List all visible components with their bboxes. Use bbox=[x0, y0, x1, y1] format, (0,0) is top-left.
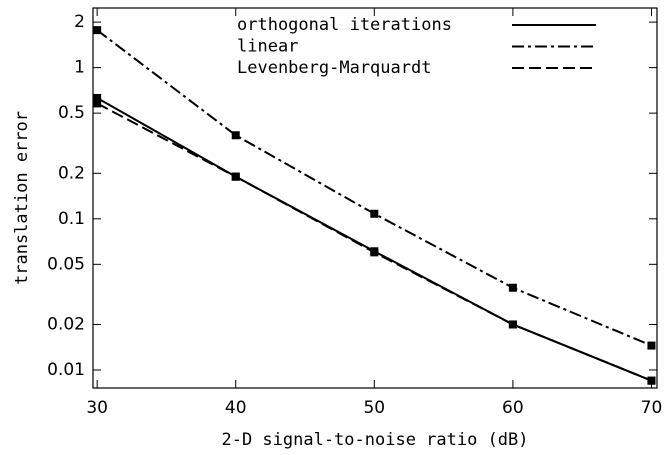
y-tick-label: 0.1 bbox=[58, 209, 85, 229]
marker bbox=[647, 341, 656, 350]
marker bbox=[93, 93, 102, 102]
x-tick-label: 40 bbox=[225, 398, 247, 418]
x-axis-label: 2-D signal-to-noise ratio (dB) bbox=[221, 430, 528, 450]
y-tick-label: 0.05 bbox=[47, 254, 85, 274]
marker bbox=[93, 99, 102, 108]
marker bbox=[370, 248, 379, 257]
y-tick-label: 0.2 bbox=[58, 163, 85, 183]
y-tick-label: 0.02 bbox=[47, 314, 85, 334]
marker bbox=[508, 283, 517, 292]
y-tick-label: 2 bbox=[74, 12, 85, 32]
x-tick-label: 60 bbox=[502, 398, 524, 418]
marker bbox=[508, 320, 517, 329]
marker bbox=[370, 209, 379, 218]
marker bbox=[93, 26, 102, 35]
marker bbox=[647, 376, 656, 385]
legend-label: Levenberg-Marquardt bbox=[237, 58, 431, 78]
x-tick-label: 70 bbox=[641, 398, 663, 418]
y-tick-label: 0.01 bbox=[47, 360, 85, 380]
y-tick-label: 0.5 bbox=[58, 103, 85, 123]
series-line bbox=[96, 97, 652, 382]
marker bbox=[231, 172, 240, 181]
y-axis-label: translation error bbox=[12, 111, 32, 285]
x-tick-label: 50 bbox=[363, 398, 385, 418]
plot-frame bbox=[92, 7, 658, 389]
y-tick-label: 1 bbox=[74, 58, 85, 78]
marker bbox=[231, 131, 240, 140]
legend-label: orthogonal iterations bbox=[237, 15, 452, 35]
legend-label: linear bbox=[237, 37, 298, 57]
x-tick-label: 30 bbox=[86, 398, 108, 418]
